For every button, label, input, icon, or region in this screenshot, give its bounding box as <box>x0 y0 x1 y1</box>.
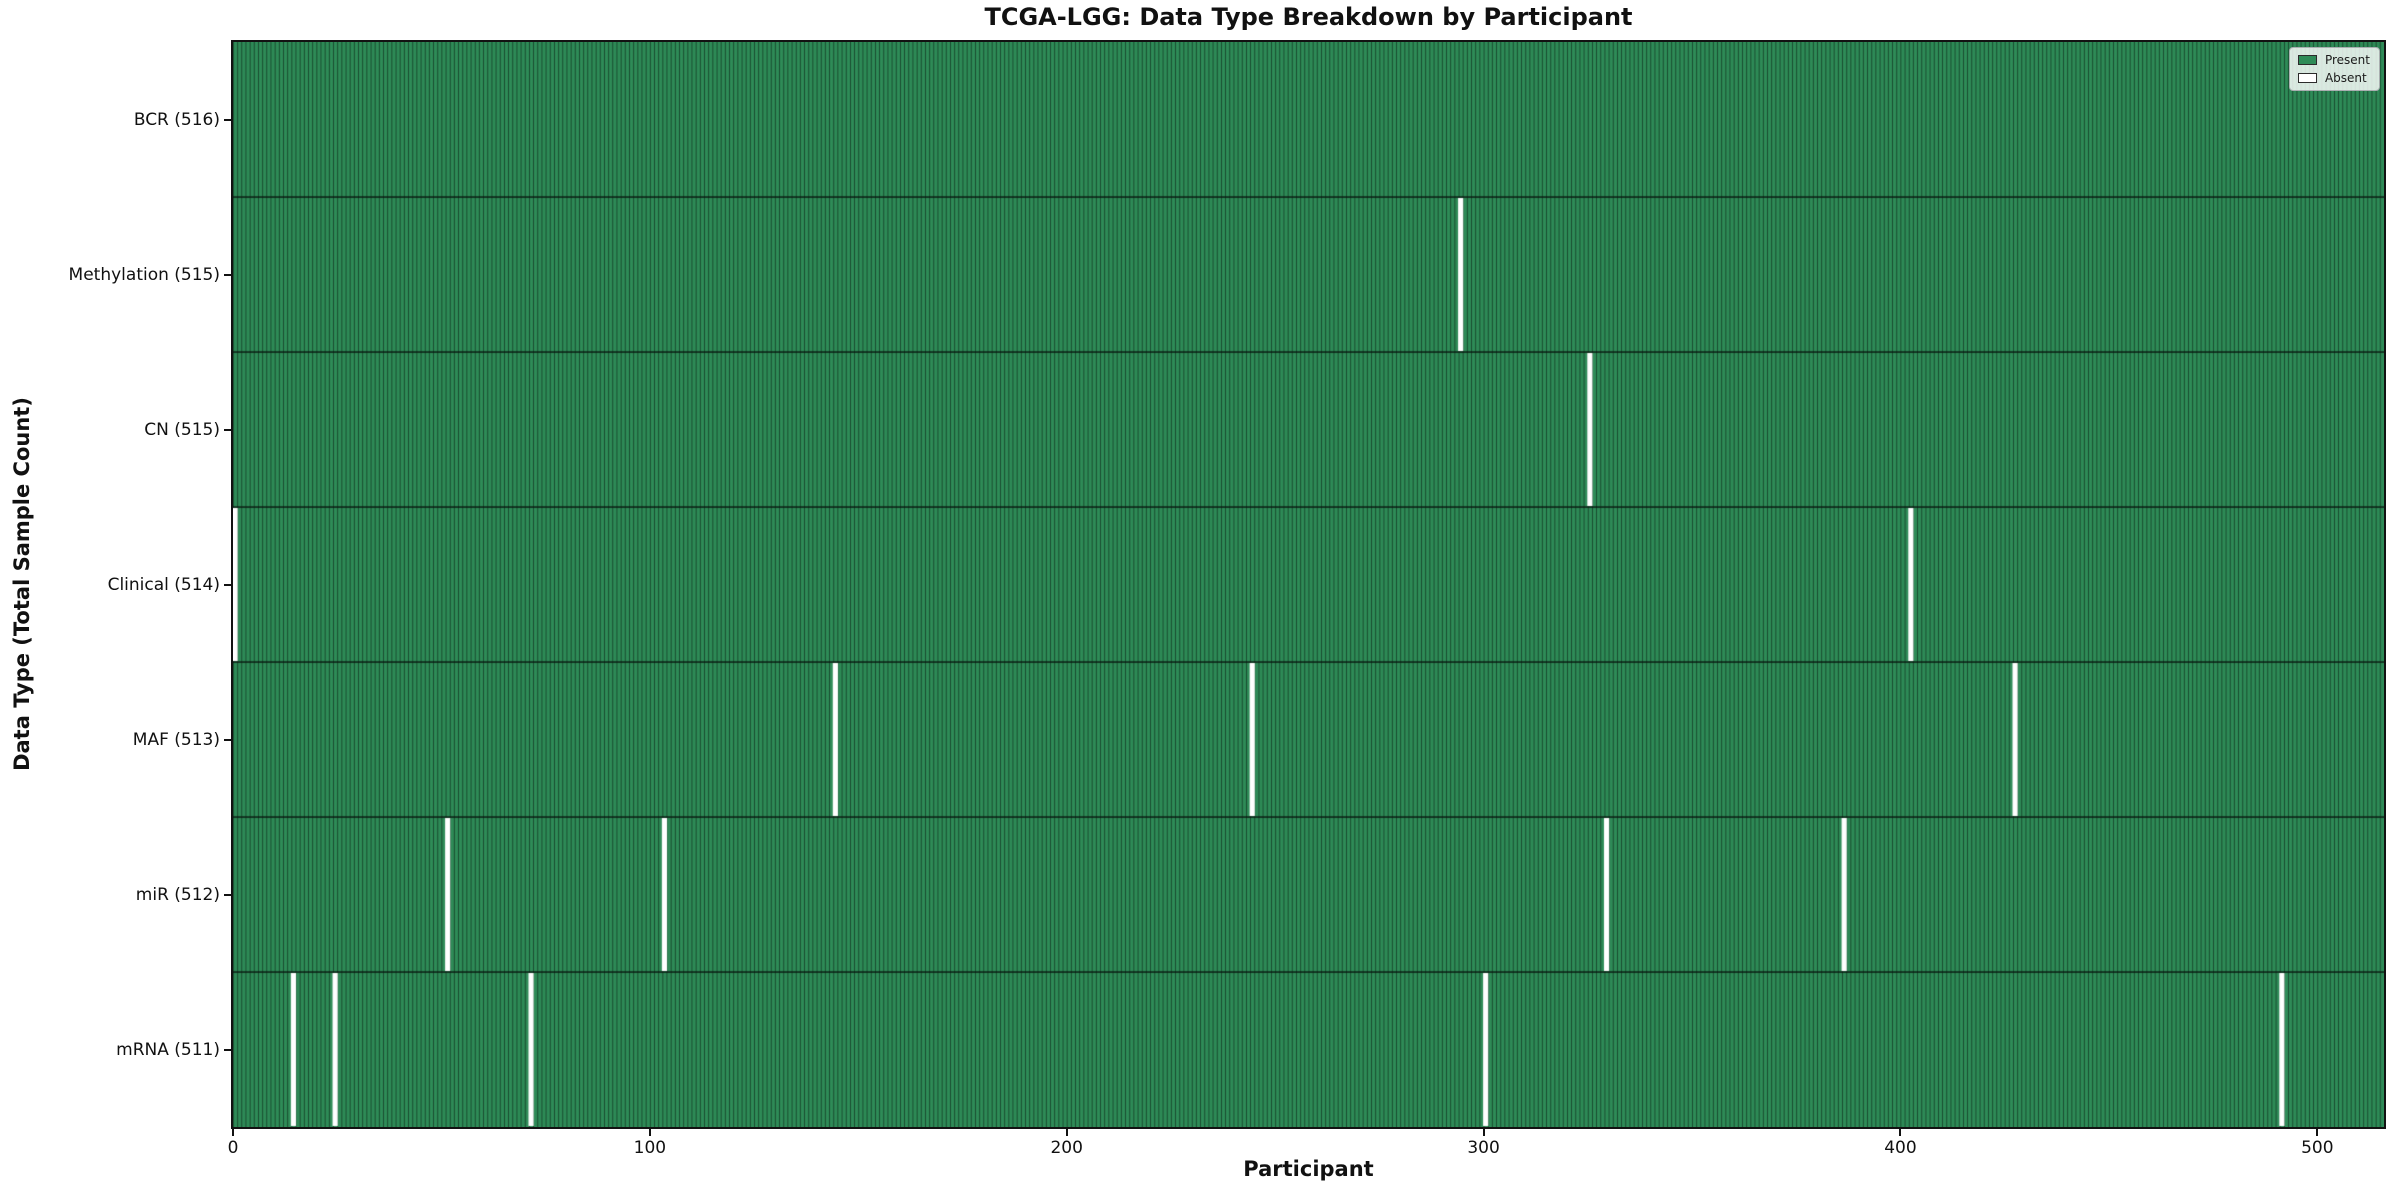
y-tick-label-BCR: BCR (516) <box>133 109 220 130</box>
x-tick-mark <box>1482 1129 1485 1136</box>
legend-label-absent: Absent <box>2324 71 2367 85</box>
x-tick-label-100: 100 <box>633 1138 667 1158</box>
legend-entry-absent: Absent <box>2297 71 2370 85</box>
y-tick-label-CN: CN (515) <box>144 419 220 440</box>
y-tick-label-miR: miR (512) <box>135 884 220 905</box>
legend-label-present: Present <box>2324 53 2370 67</box>
x-tick-label-500: 500 <box>2301 1138 2334 1158</box>
legend: Present Absent <box>2288 47 2380 91</box>
heatmap-plot-area: Present Absent <box>231 40 2386 1129</box>
y-tick-mark <box>224 738 231 741</box>
y-tick-label-mRNA: mRNA (511) <box>116 1039 220 1060</box>
x-tick-label-200: 200 <box>1050 1138 1083 1158</box>
x-tick-label-0: 0 <box>227 1138 239 1158</box>
x-tick-mark <box>1899 1129 1902 1136</box>
y-tick-mark <box>224 1048 231 1051</box>
y-tick-mark <box>224 583 231 586</box>
y-tick-label-MAF: MAF (513) <box>132 729 220 750</box>
y-tick-mark <box>224 428 231 431</box>
y-tick-label-Methylation: Methylation (515) <box>68 264 220 285</box>
chart-title: TCGA-LGG: Data Type Breakdown by Partici… <box>984 3 1633 31</box>
x-tick-label-400: 400 <box>1884 1138 1917 1158</box>
legend-entry-present: Present <box>2297 53 2370 67</box>
x-tick-label-300: 300 <box>1467 1138 1500 1158</box>
y-tick-mark <box>224 273 231 276</box>
present-swatch-icon <box>2297 55 2317 65</box>
y-axis-label: Data Type (Total Sample Count) <box>10 397 34 771</box>
x-tick-mark <box>2316 1129 2319 1136</box>
y-tick-label-Clinical: Clinical (514) <box>107 574 220 595</box>
absent-swatch-icon <box>2297 73 2317 83</box>
x-axis-label: Participant <box>1243 1157 1374 1181</box>
y-tick-mark <box>224 118 231 121</box>
x-tick-mark <box>1065 1129 1068 1136</box>
heatmap-canvas <box>233 42 2384 1127</box>
x-tick-mark <box>232 1129 234 1136</box>
y-tick-mark <box>224 893 231 896</box>
x-tick-mark <box>648 1129 651 1136</box>
